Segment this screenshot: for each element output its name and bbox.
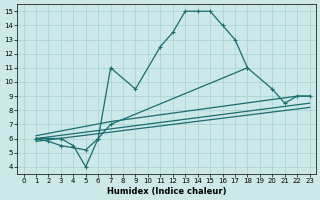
X-axis label: Humidex (Indice chaleur): Humidex (Indice chaleur) (107, 187, 226, 196)
